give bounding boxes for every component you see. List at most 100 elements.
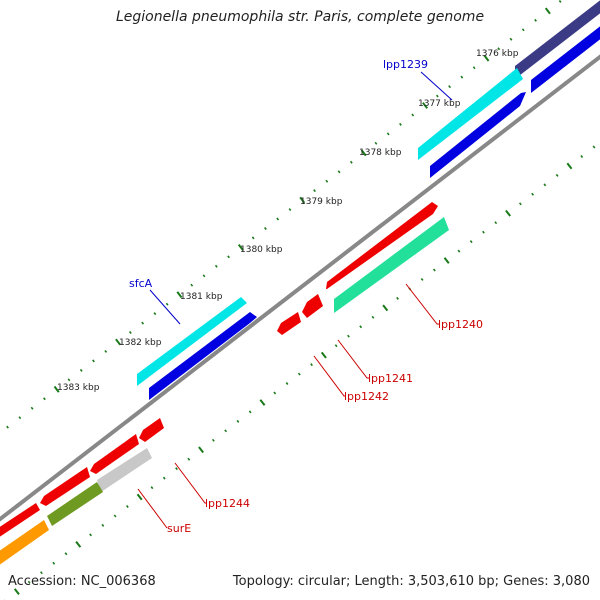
leader-lpp1244	[174, 462, 207, 504]
leader-surE	[137, 488, 168, 529]
tick-mark	[162, 476, 166, 480]
tick-mark	[190, 283, 194, 287]
tick-mark	[18, 416, 22, 420]
gene-bar-lpp1244[interactable]	[90, 434, 139, 474]
tick-mark	[30, 406, 34, 410]
gene-label-lpp1244[interactable]: lpp1244	[205, 497, 250, 510]
tick-label-1377: 1377 kbp	[418, 99, 461, 109]
tick-mark	[325, 179, 329, 183]
tick-label-1382: 1382 kbp	[119, 338, 162, 348]
gene-label-lpp1242[interactable]: lpp1242	[344, 390, 389, 403]
gene-bar-red-c[interactable]	[0, 503, 40, 540]
tick-mark	[113, 514, 117, 518]
map-title: Legionella pneumophila str. Paris, compl…	[115, 9, 485, 25]
gene-bar-red-a[interactable]	[139, 418, 164, 442]
gene-label-lpp1240[interactable]: lpp1240	[438, 318, 483, 331]
tick-mark	[334, 344, 338, 348]
gene-bar-lpp1241[interactable]	[302, 294, 323, 318]
gene-bar-lpp1240[interactable]	[334, 217, 449, 313]
leader-lpp1240	[405, 283, 440, 325]
tick-mark	[40, 571, 43, 575]
tick-mark	[505, 209, 511, 217]
tick-mark	[13, 588, 20, 596]
tick-mark	[411, 113, 415, 117]
tick-mark	[104, 350, 108, 353]
tick-label-1378: 1378 kbp	[359, 148, 402, 158]
gene-bar-lpp1242[interactable]	[277, 312, 301, 335]
gene-bar-lpp1239[interactable]	[418, 68, 523, 160]
gene-bar-lpp1240-red[interactable]	[326, 202, 438, 289]
tick-mark	[175, 467, 178, 471]
tick-mark	[360, 149, 367, 157]
tick-mark	[67, 378, 71, 382]
tick-mark	[399, 122, 402, 126]
tick-mark	[448, 85, 452, 89]
tick-mark	[251, 236, 255, 240]
tick-mark	[386, 132, 390, 136]
tick-mark	[497, 47, 501, 51]
gene-bar-blue-1[interactable]	[531, 21, 600, 93]
tick-mark	[555, 173, 559, 177]
leader-lpp1242	[313, 355, 346, 397]
gene-bar-blue-2[interactable]	[430, 92, 526, 178]
forward-genes	[137, 0, 600, 400]
tick-mark	[64, 552, 68, 556]
tick-mark	[202, 274, 206, 278]
tick-mark	[435, 94, 439, 98]
tick-mark	[432, 268, 436, 272]
tick-mark	[92, 359, 95, 363]
gene-bar-navy-1[interactable]	[515, 0, 600, 79]
gene-bar-blue-3[interactable]	[149, 312, 257, 400]
tick-mark	[299, 196, 306, 204]
tick-mark	[313, 189, 316, 193]
leader-lpp1241	[337, 339, 369, 379]
leader-sfcA	[149, 289, 181, 325]
tick-mark	[382, 304, 389, 312]
tick-mark	[248, 410, 252, 414]
tick-mark	[52, 561, 56, 565]
tick-mark	[469, 240, 473, 244]
tick-label-1381: 1381 kbp	[180, 292, 223, 302]
kbp-labels: 1376 kbp 1377 kbp 1378 kbp 1379 kbp 1380…	[57, 49, 519, 393]
tick-mark	[566, 162, 573, 170]
tick-mark	[320, 351, 327, 359]
accession-text: Accession: NC_006368	[8, 574, 156, 589]
gene-label-surE[interactable]: surE	[167, 522, 191, 535]
tick-mark	[237, 243, 244, 251]
tick-mark	[310, 363, 313, 367]
tick-mark	[150, 486, 154, 490]
gene-bar-surE[interactable]	[97, 448, 152, 492]
gene-labels: lpp1239 sfcA lpp1240 lpp1241 lpp1242 lpp…	[129, 58, 483, 535]
gene-label-lpp1241[interactable]: lpp1241	[368, 372, 413, 385]
tick-mark	[531, 192, 535, 196]
gene-bar-orange[interactable]	[0, 520, 49, 568]
gene-bar-olive[interactable]	[47, 482, 103, 526]
tick-mark	[198, 446, 204, 454]
tick-mark	[518, 202, 522, 206]
tick-mark	[227, 255, 230, 259]
gene-bar-red-b[interactable]	[40, 467, 90, 506]
label-leaders	[137, 71, 453, 529]
tick-mark	[53, 385, 60, 393]
gene-bar-sfcA[interactable]	[137, 297, 247, 386]
tick-mark	[337, 170, 341, 174]
tick-mark	[374, 141, 378, 145]
tick-mark	[176, 291, 183, 299]
tick-mark	[101, 523, 105, 527]
tick-mark	[115, 338, 121, 346]
genome-backbone	[0, 54, 600, 522]
tick-mark	[141, 321, 145, 325]
tick-mark	[558, 0, 562, 3]
tick-mark	[153, 312, 157, 316]
gene-label-lpp1239[interactable]: lpp1239	[383, 58, 428, 71]
tick-label-1383: 1383 kbp	[57, 383, 100, 393]
tick-mark	[27, 580, 31, 584]
tick-mark	[422, 102, 428, 109]
tick-mark	[371, 315, 375, 319]
tick-mark	[534, 18, 537, 22]
tick-mark	[128, 331, 132, 334]
tick-mark	[349, 160, 353, 164]
tick-mark	[79, 368, 83, 372]
gene-label-sfcA[interactable]: sfcA	[129, 277, 153, 290]
